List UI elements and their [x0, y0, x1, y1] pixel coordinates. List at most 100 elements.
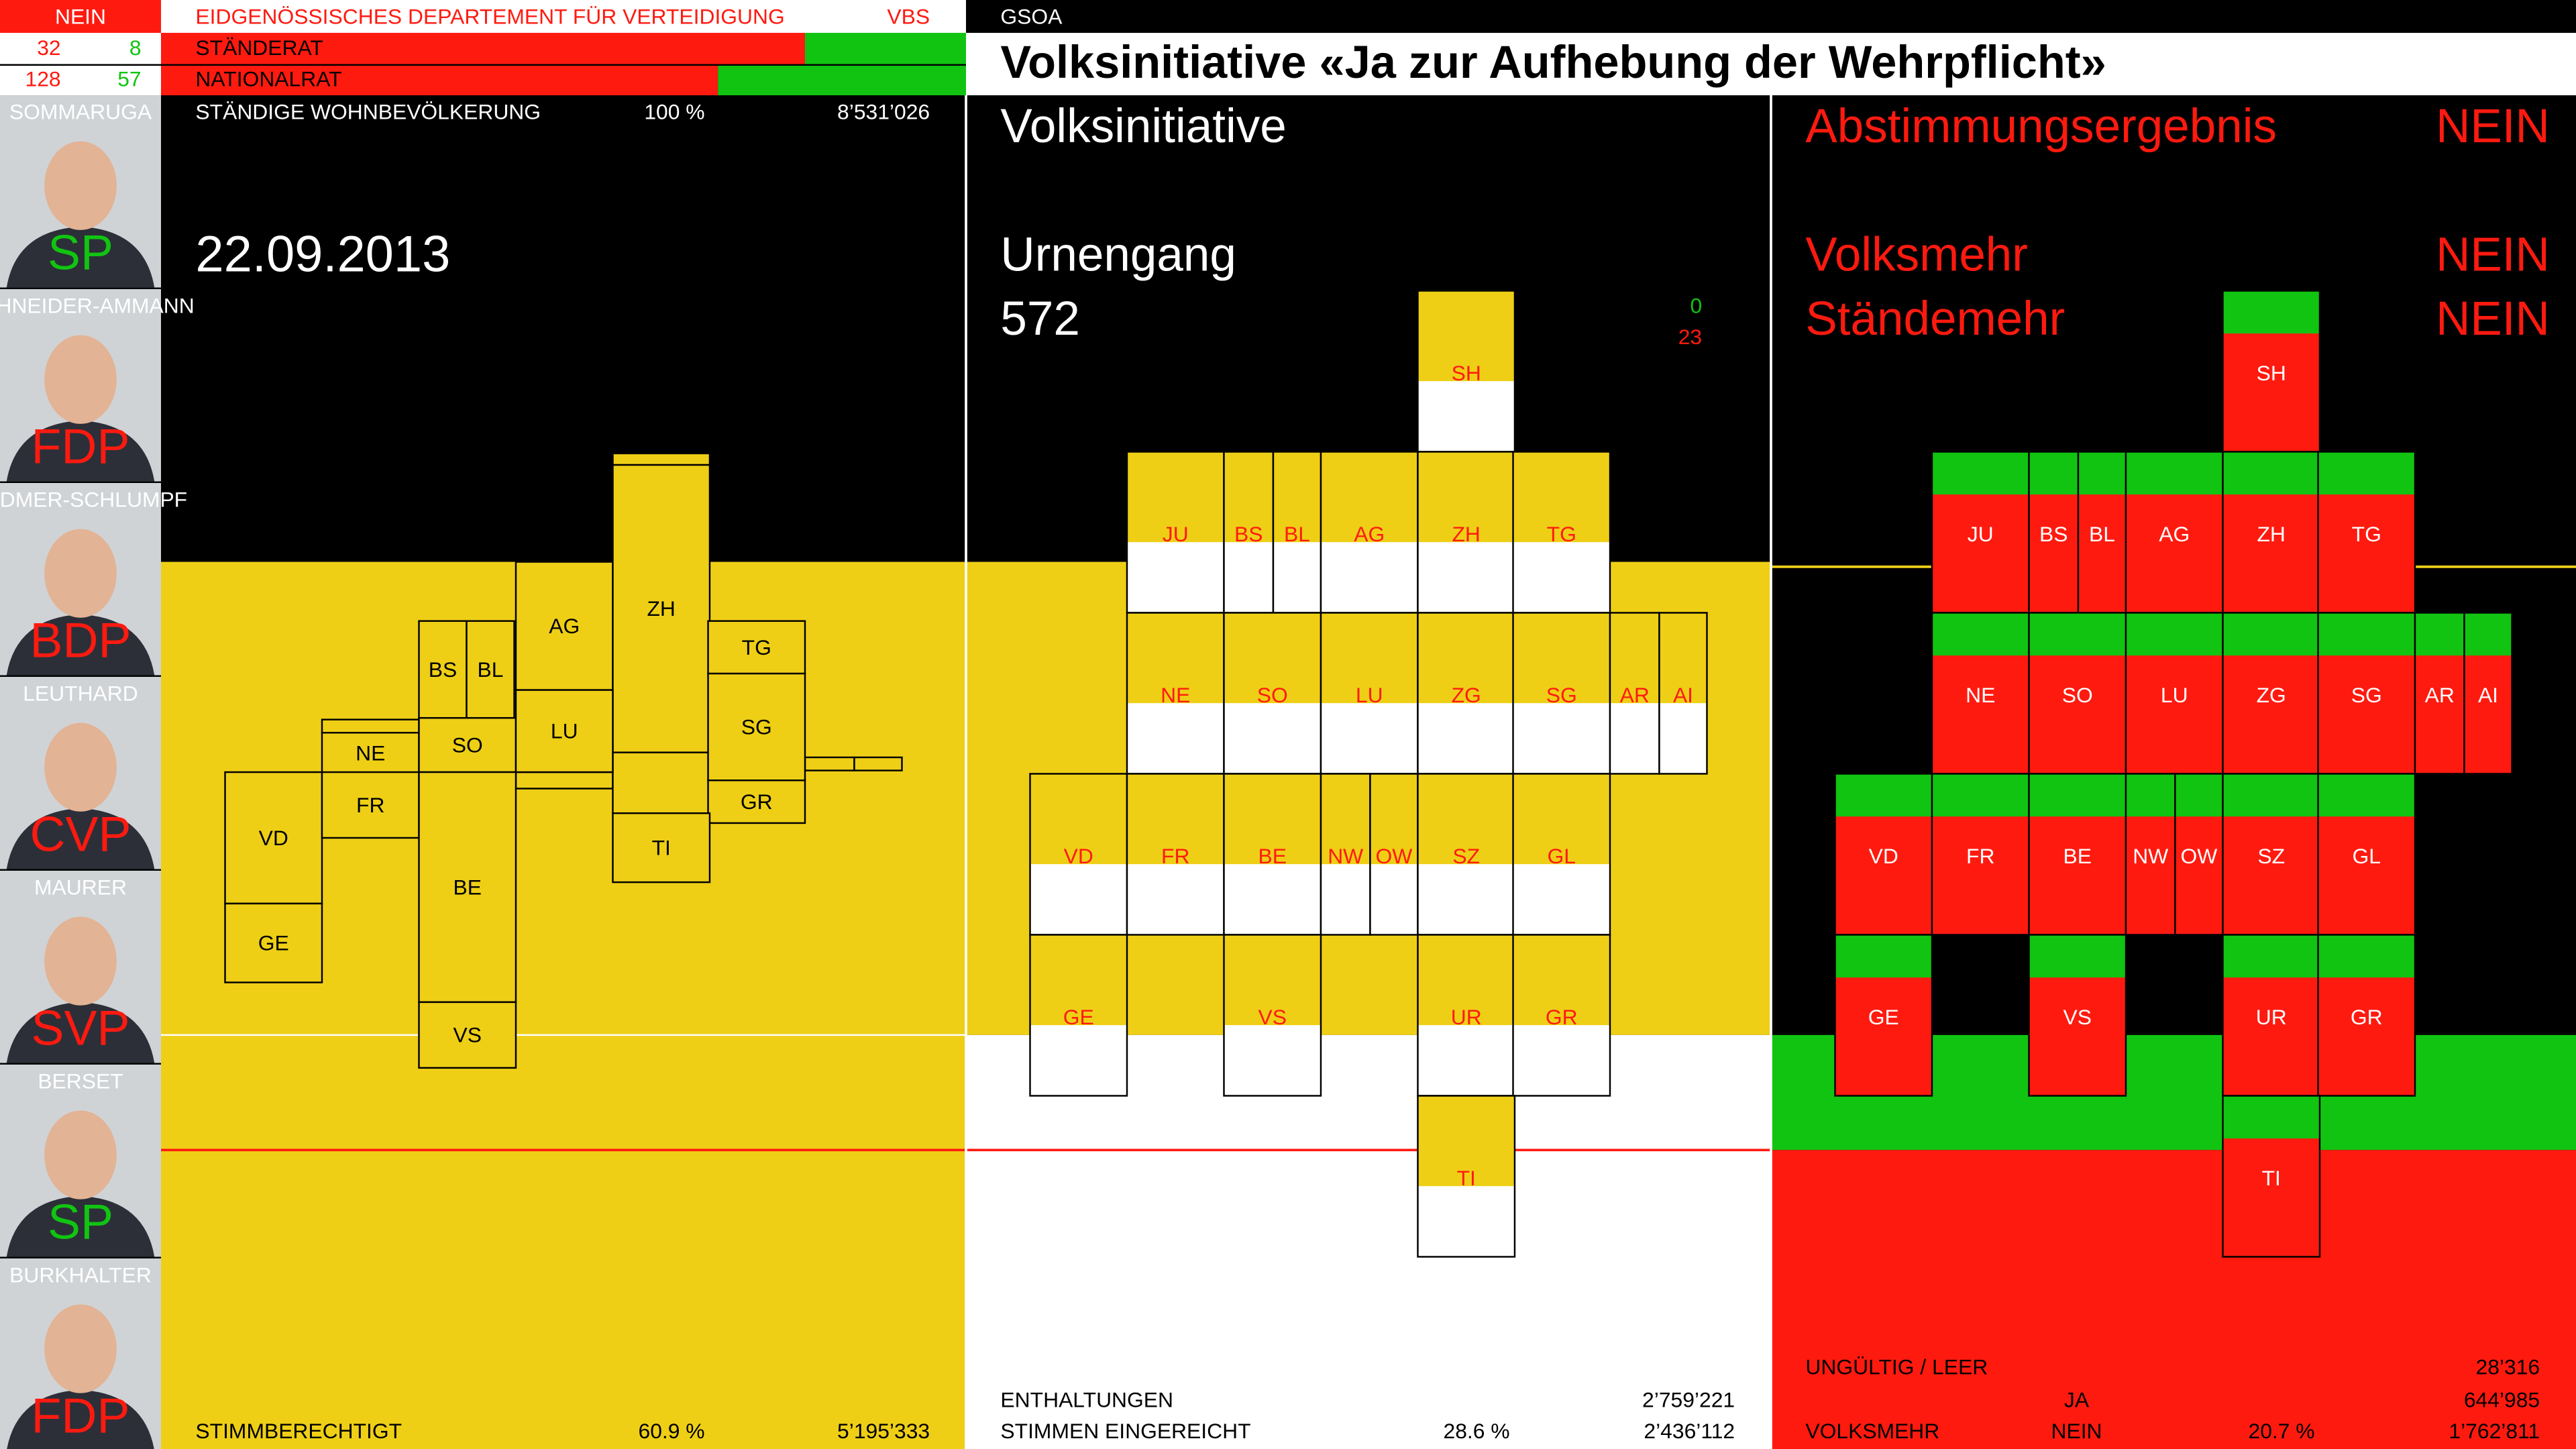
canton-label: GR: [2351, 1005, 2383, 1029]
canton-rest: [1417, 381, 1515, 452]
department: EIDGENÖSSISCHES DEPARTEMENT FÜR VERTEIDI…: [195, 4, 784, 28]
population-share: 100 %: [644, 99, 704, 123]
canton-yes: [2222, 1095, 2320, 1139]
canton-yes: [1835, 773, 1932, 817]
canton-rest: [1659, 703, 1707, 774]
canton-label: TI: [1457, 1166, 1476, 1190]
canton-label: AI: [2478, 683, 2498, 707]
middle-panel-white: [966, 1034, 1771, 1449]
member-name: LEUTHARD: [23, 681, 138, 705]
electorate-share: 60.9 %: [639, 1419, 705, 1443]
popular-label: Volksmehr: [1805, 228, 2028, 281]
count-label: Urnengang: [1000, 228, 1236, 281]
canton-yes: [2029, 773, 2126, 817]
canton-label: BL: [1284, 522, 1310, 546]
canton-yes: [1932, 451, 2029, 495]
canton-label: TI: [2262, 1166, 2281, 1190]
portrait-face: [44, 141, 117, 230]
portrait-face: [44, 335, 117, 424]
canton-label: TG: [1547, 522, 1576, 546]
yes-label: JA: [2064, 1387, 2090, 1411]
canton-rest: [1513, 1025, 1610, 1096]
portrait-body: [6, 614, 155, 676]
canton-label: JU: [1163, 522, 1189, 546]
canton-box: [1512, 934, 1611, 1097]
canton-label: SO: [2062, 683, 2093, 707]
canton-label: SG: [2351, 683, 2382, 707]
canton-rest: [1273, 542, 1321, 613]
canton-label: ZH: [2257, 522, 2285, 546]
canton-label: BS: [429, 657, 457, 682]
canton-label: BS: [2039, 522, 2068, 546]
canton-label: TG: [2352, 522, 2381, 546]
canton-label: SH: [2257, 361, 2286, 385]
canton-rest: [1370, 864, 1418, 935]
canton-box: [418, 620, 468, 719]
result-value: NEIN: [2436, 100, 2550, 153]
canton-box: [321, 771, 420, 839]
canton-rest: [1513, 703, 1610, 774]
canton-label: LU: [1356, 683, 1383, 707]
member-name: MAURER: [34, 875, 127, 899]
canton-label: GE: [258, 931, 289, 955]
canton-rest: [1127, 542, 1224, 613]
canton-box: [2317, 934, 2416, 1097]
canton-yes: [2175, 773, 2223, 817]
canton-label: VS: [453, 1023, 482, 1047]
member-name: SOMMARUGA: [9, 99, 152, 123]
portrait-body: [7, 1389, 154, 1449]
canton-yes: [2125, 451, 2223, 495]
canton-label: LU: [2161, 683, 2188, 707]
map-box: [321, 718, 420, 734]
submitted-count: 2’436’112: [1644, 1419, 1735, 1443]
canton-box: [612, 464, 711, 753]
council-count: 8: [129, 36, 142, 60]
canton-label: AG: [1354, 522, 1385, 546]
canton-rest: [1127, 864, 1224, 935]
canton-label: AI: [1673, 683, 1693, 707]
canton-box: [515, 561, 614, 691]
canton-label: SG: [741, 715, 772, 739]
canton-box: [612, 812, 711, 883]
canton-label: ZH: [1452, 522, 1480, 546]
result-label: Abstimmungsergebnis: [1805, 100, 2277, 153]
majority-share: 20.7 %: [2249, 1419, 2315, 1443]
canton-yes: [1835, 934, 1932, 978]
canton-label: BS: [1234, 522, 1263, 546]
canton-label: ZH: [647, 596, 675, 621]
member-party: SP: [48, 1193, 113, 1249]
canton-label: SZ: [1452, 844, 1480, 868]
tally-no: 23: [1678, 325, 1702, 349]
canton-box: [224, 902, 323, 983]
canton-rest: [1610, 703, 1660, 774]
canton-yes: [1932, 773, 2029, 817]
canton-rest: [1417, 1025, 1515, 1096]
majority-label: VOLKSMEHR: [1805, 1419, 1939, 1443]
canton-yes: [2464, 612, 2512, 656]
member-name: WIDMER-SCHLUMPF: [0, 487, 187, 511]
member-party: SP: [48, 224, 113, 280]
canton-rest: [1417, 864, 1515, 935]
canton-label: LU: [551, 719, 578, 743]
canton-label: TG: [742, 635, 771, 659]
canton-rest: [1030, 864, 1127, 935]
canton-box: [2028, 934, 2127, 1097]
canton-box: [2463, 612, 2513, 775]
canton-rest: [1224, 703, 1321, 774]
federal-council: SOMMARUGA SP SCHNEIDER-AMMANN FDP WIDMER-SCH…: [0, 95, 195, 1449]
canton-label: GR: [1546, 1005, 1578, 1029]
canton-yes: [2222, 451, 2320, 495]
tally-yes: 0: [1690, 293, 1702, 317]
cantonal-value: NEIN: [2436, 292, 2550, 345]
committee: GSOA: [1000, 4, 1063, 28]
canton-rest: [1417, 1186, 1515, 1257]
canton-label: GL: [2353, 844, 2381, 868]
department-short: VBS: [887, 4, 930, 28]
status: NEIN: [55, 4, 106, 28]
canton-box: [418, 1001, 517, 1069]
canton-box: [1029, 934, 1128, 1097]
portrait-body: [6, 808, 155, 869]
cantonal-label: Ständemehr: [1805, 292, 2065, 345]
canton-label: NE: [1966, 683, 1995, 707]
